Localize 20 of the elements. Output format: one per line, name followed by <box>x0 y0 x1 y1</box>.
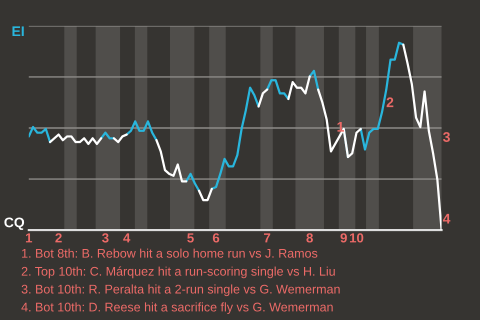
x-tick-label: 7 <box>264 233 270 242</box>
x-tick-label: 9 <box>340 233 347 243</box>
annotation: 1 <box>337 122 344 132</box>
text: 4 <box>442 214 450 224</box>
text: 4. Bot 10th: D. Reese hit a sacrifice fly vs G. Wemerman <box>21 302 333 314</box>
x-tick-label: 8 <box>306 233 313 243</box>
text: 2. Top 10th: C. Márquez hit a run-scoring single vs H. Liu <box>22 266 335 278</box>
x-tick-label: 3 <box>102 233 109 243</box>
x-tick-label: 4 <box>123 233 130 242</box>
x-tick-label: 2 <box>55 233 62 242</box>
x-tick-label: 5 <box>187 233 194 243</box>
text: 1. Bot 8th: B. Rebow hit a solo home run vs J. Ramos <box>22 248 318 258</box>
text: CQ <box>4 218 24 230</box>
text: 3. Bot 10th: R. Peralta hit a 2-run single vs G. Wemerman <box>22 284 340 296</box>
x-tick-label: 1 <box>26 233 32 242</box>
x-tick-label: 10 <box>350 233 364 243</box>
text: EI <box>12 26 24 36</box>
x-tick-label: 6 <box>212 233 220 243</box>
text: 3 <box>443 132 450 142</box>
annotation: 2 <box>386 97 394 108</box>
